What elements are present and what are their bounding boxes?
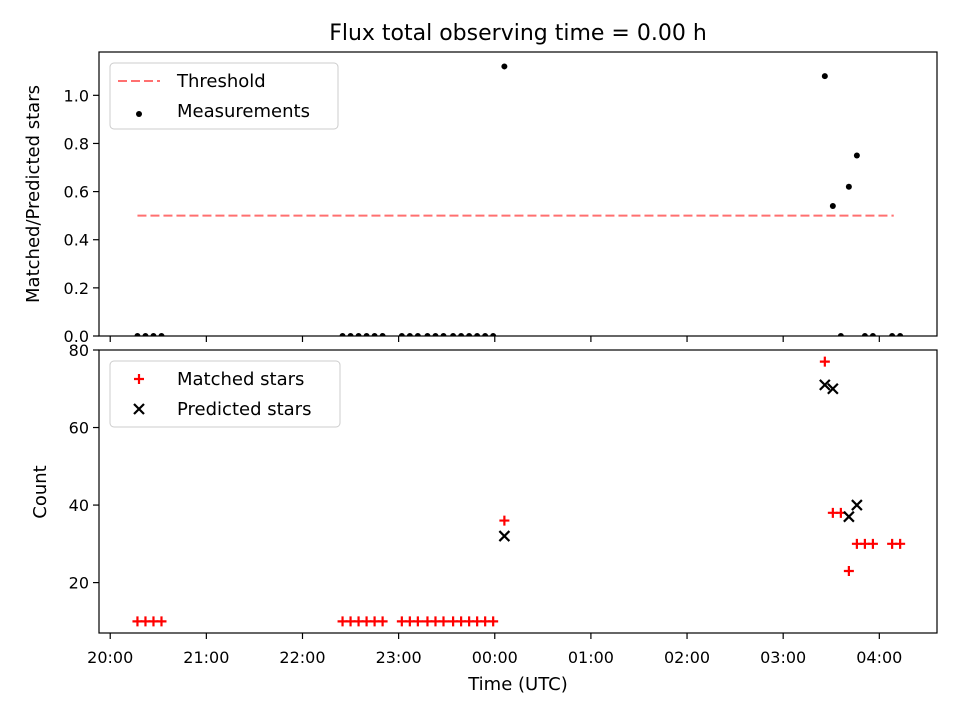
predicted-star-point <box>851 499 863 511</box>
measurement-point <box>466 333 473 336</box>
plot-area <box>134 63 904 336</box>
measurement-point <box>861 333 868 336</box>
measurement-point <box>158 333 165 336</box>
matched-star-point <box>895 538 906 549</box>
predicted-star-point <box>827 382 839 395</box>
measurement-point <box>845 183 852 190</box>
measurement-point <box>829 203 836 210</box>
y-tick-label: 1.0 <box>64 86 89 105</box>
measurement-point <box>339 333 346 336</box>
measurement-point <box>150 333 157 336</box>
y-tick-label: 60 <box>69 419 89 438</box>
legend-frame <box>109 360 341 428</box>
legend-frame <box>109 62 339 130</box>
matched-star-point <box>819 356 830 367</box>
legend-x-swatch <box>133 403 145 415</box>
chart-title: Flux total observing time = 0.00 h <box>329 21 707 46</box>
measurement-point <box>134 333 141 336</box>
measurement-point <box>821 73 828 80</box>
axes-frame <box>98 51 938 337</box>
legend: Matched stars Predicted stars <box>109 360 341 428</box>
measurement-point <box>482 333 489 336</box>
measurement-point <box>837 333 844 336</box>
y-tick-label: 20 <box>69 574 89 593</box>
y-tick-label: 0.6 <box>64 183 89 202</box>
measurement-point <box>371 333 378 336</box>
measurement-point <box>897 333 904 336</box>
y-tick-label: 40 <box>69 496 89 515</box>
y-tick-label: 0.4 <box>64 231 89 250</box>
x-tick-label: 02:00 <box>664 648 710 667</box>
legend-label: Matched stars <box>177 369 304 390</box>
measurement-point <box>432 333 439 336</box>
y-tick-label: 0.8 <box>64 134 89 153</box>
measurement-point <box>347 333 354 336</box>
x-tick-label: 21:00 <box>183 648 229 667</box>
top-y-axis-label: Matched/Predicted stars <box>23 85 44 303</box>
legend-dot-swatch <box>136 111 142 117</box>
x-tick-label: 22:00 <box>279 648 325 667</box>
matched-star-point <box>438 616 449 627</box>
matched-star-point <box>412 616 423 627</box>
legend-label: Predicted stars <box>177 399 311 420</box>
predicted-star-point <box>498 530 511 542</box>
legend: Threshold Measurements <box>109 62 339 130</box>
measurement-point <box>490 333 497 336</box>
bottom-y-axis-label: Count <box>30 465 51 518</box>
y-tick-label: 80 <box>69 341 89 360</box>
measurement-point <box>501 63 508 70</box>
predicted-star-point <box>819 379 831 391</box>
predicted-star-point <box>843 510 855 523</box>
measurement-point <box>869 333 876 336</box>
axes-frame <box>98 349 938 634</box>
legend-plus-swatch <box>134 374 144 384</box>
legend-label: Measurements <box>177 101 310 122</box>
y-tick-label: 0.0 <box>64 327 89 346</box>
matched-star-point <box>867 538 878 549</box>
matched-star-point <box>843 565 854 576</box>
y-tick-label: 0.2 <box>64 279 89 298</box>
measurement-point <box>424 333 431 336</box>
measurement-point <box>889 333 896 336</box>
x-tick-label: 03:00 <box>760 648 806 667</box>
measurement-point <box>414 333 421 336</box>
measurement-point <box>853 152 860 159</box>
top-panel: 0.0 0.2 0.4 0.6 0.8 1.0 Threshold Measurements <box>64 51 938 346</box>
matched-star-point <box>499 515 510 526</box>
x-tick-label: 20:00 <box>87 648 133 667</box>
measurement-point <box>440 333 447 336</box>
legend-label: Threshold <box>176 71 266 92</box>
measurement-point <box>450 333 457 336</box>
x-tick-label: 04:00 <box>856 648 902 667</box>
bottom-panel: 20:00 21:00 22:00 23:00 00:00 01:00 02:00 03:00… <box>69 341 938 667</box>
measurement-point <box>355 333 362 336</box>
measurement-point <box>379 333 386 336</box>
matched-star-point <box>377 616 388 627</box>
plot-area <box>132 356 906 627</box>
measurement-point <box>458 333 465 336</box>
measurement-point <box>142 333 149 336</box>
measurement-point <box>406 333 413 336</box>
matched-star-point <box>488 616 499 627</box>
measurement-point <box>474 333 481 336</box>
measurement-point <box>398 333 405 336</box>
x-tick-label: 00:00 <box>472 648 518 667</box>
matched-star-point <box>156 616 167 627</box>
x-tick-label: 01:00 <box>568 648 614 667</box>
measurement-point <box>363 333 370 336</box>
x-tick-label: 23:00 <box>376 648 422 667</box>
x-axis-label: Time (UTC) <box>467 674 568 695</box>
